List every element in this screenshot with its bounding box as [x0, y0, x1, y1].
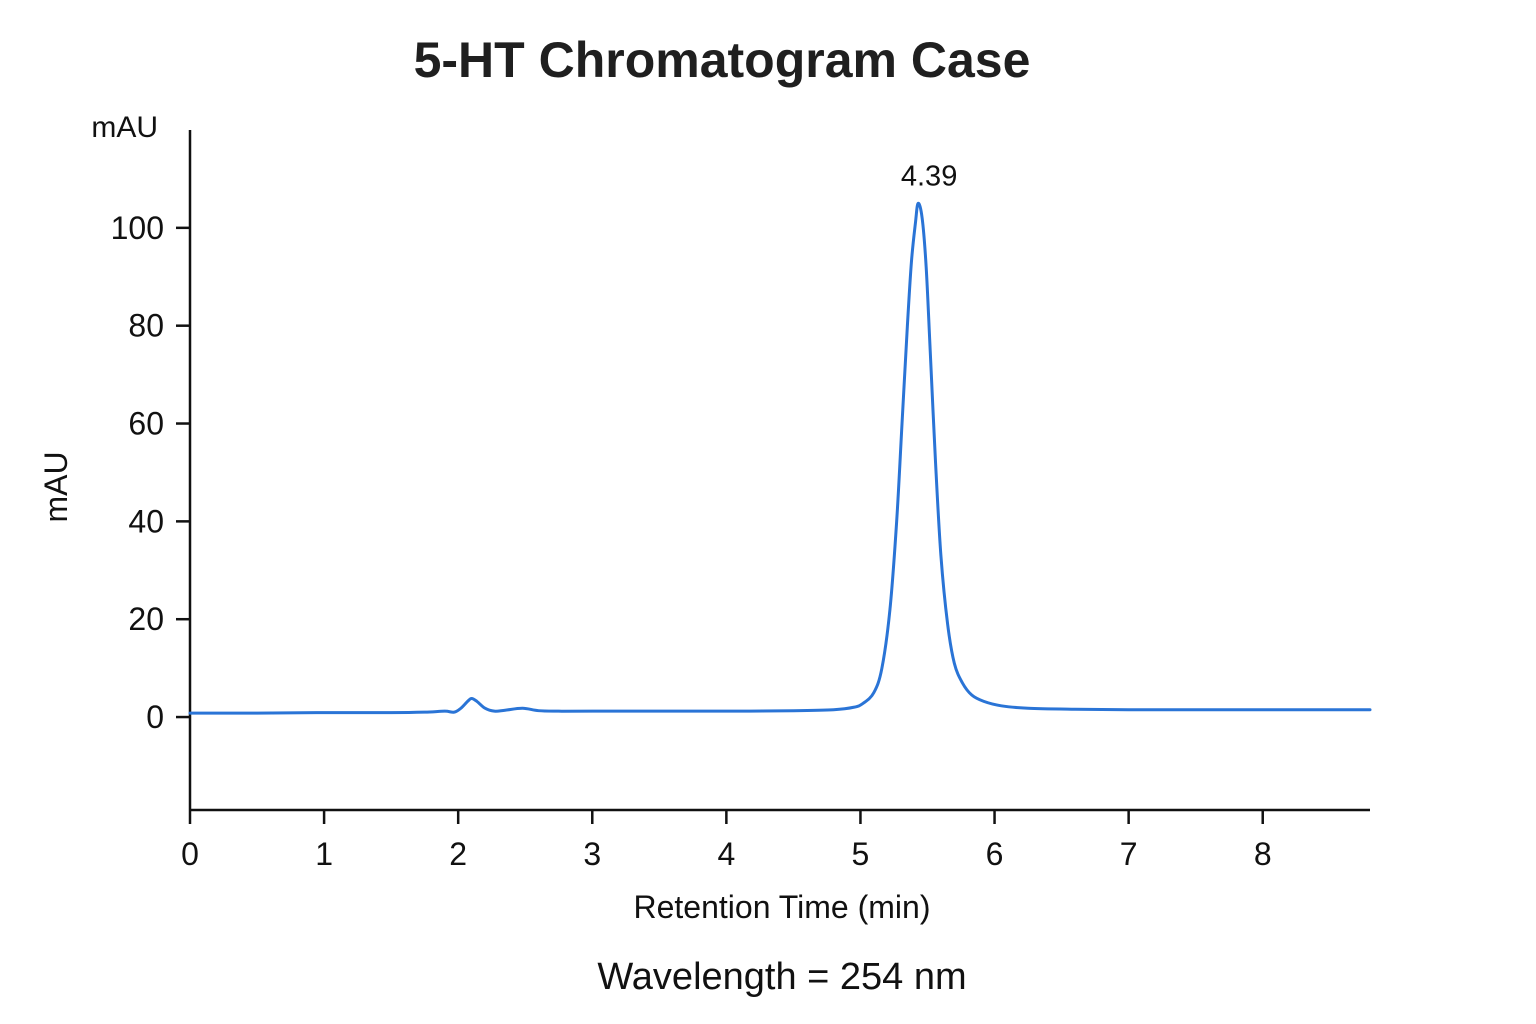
y-tick-label: 80	[128, 308, 164, 344]
annotation-layer: 4.39	[901, 160, 957, 192]
chromatogram-trace	[188, 201, 1372, 715]
y-axis-label: mAU	[38, 451, 74, 522]
y-tick-label: 0	[146, 699, 164, 735]
x-tick-label: 3	[583, 836, 601, 872]
y-tick-label: 20	[128, 601, 164, 637]
x-axis-label: Retention Time (min)	[634, 889, 931, 925]
x-tick-label: 0	[181, 836, 199, 872]
peak-retention-label: 4.39	[901, 160, 957, 192]
wavelength-caption: Wavelength = 254 nm	[597, 956, 966, 998]
x-tick-label: 8	[1254, 836, 1272, 872]
series-layer	[188, 201, 1372, 715]
y-axis: 0 20 40 60 80 100	[111, 130, 192, 810]
x-tick-label: 2	[449, 836, 467, 872]
x-tick-label: 5	[852, 836, 870, 872]
x-tick-label: 1	[315, 836, 333, 872]
y-tick-label: 40	[128, 503, 164, 539]
x-tick-label: 4	[717, 836, 735, 872]
y-tick-label: 60	[128, 406, 164, 442]
x-tick-label: 6	[986, 836, 1004, 872]
x-axis: 0 1 2 3 4 5 6 7 8	[181, 808, 1370, 872]
chart-title: 5-HT Chromatogram Case	[414, 32, 1031, 88]
y-unit-label: mAU	[91, 111, 158, 144]
x-tick-label: 7	[1120, 836, 1138, 872]
y-tick-label: 100	[111, 210, 164, 246]
